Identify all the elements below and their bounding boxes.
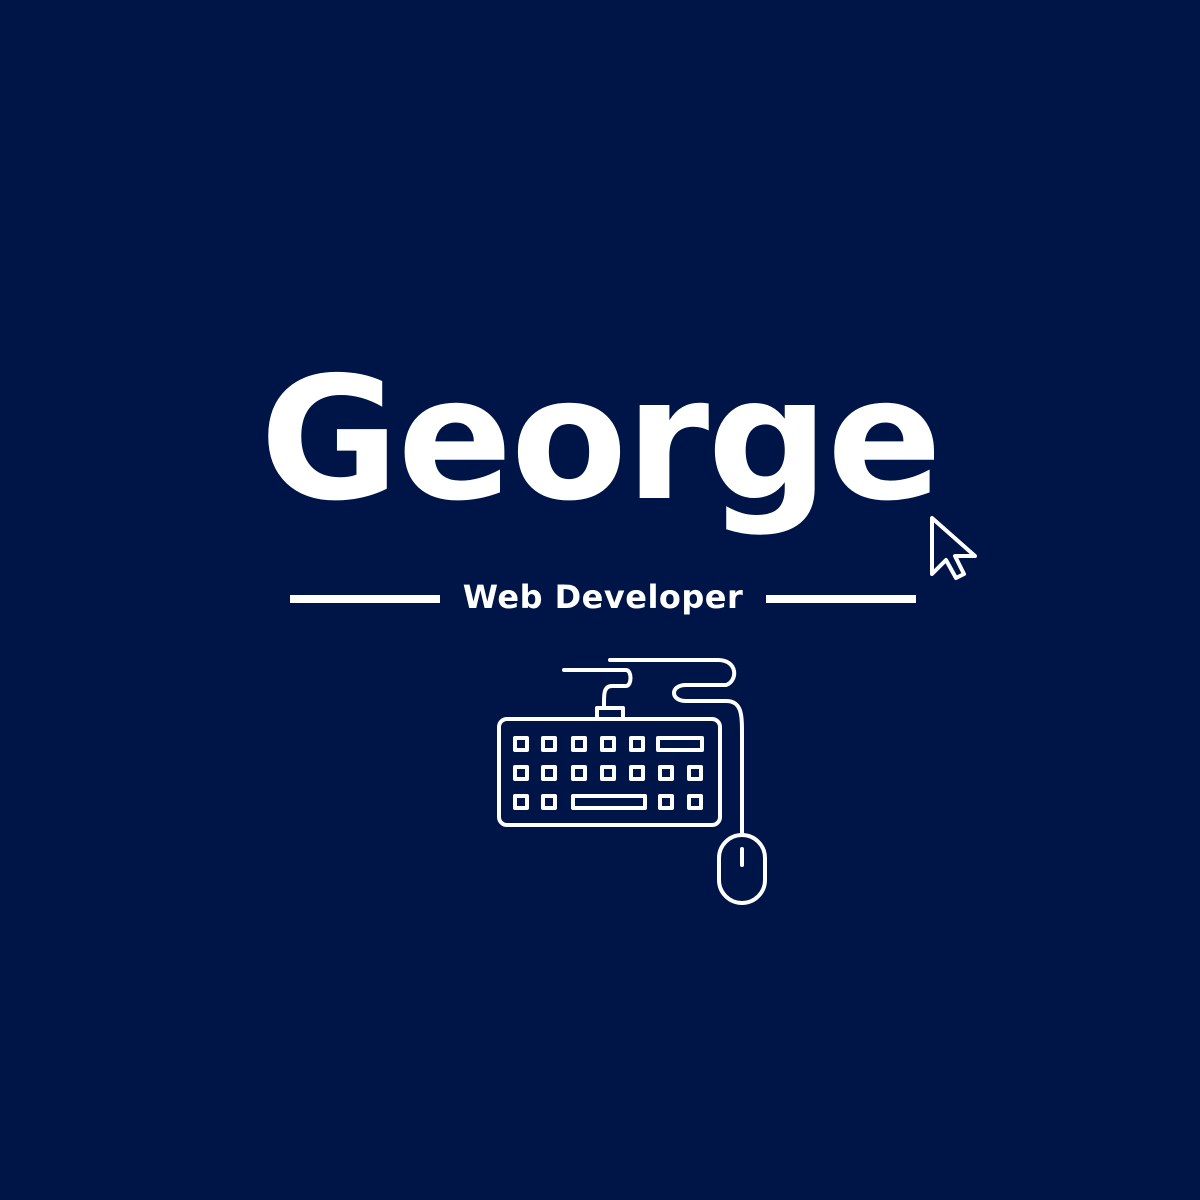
- mouse-icon: [717, 833, 767, 905]
- subtitle-rule-left: [290, 595, 440, 603]
- logo-subtitle: Web Developer: [462, 578, 744, 616]
- keyboard-icon: [497, 717, 722, 827]
- keyboard-mouse-illustration: [497, 658, 767, 905]
- keyboard-cable: [562, 668, 633, 710]
- subtitle-rule-right: [766, 595, 916, 603]
- cursor-arrow-icon: [930, 516, 977, 580]
- logo-name: George: [259, 341, 942, 539]
- mouse-cable: [608, 658, 744, 835]
